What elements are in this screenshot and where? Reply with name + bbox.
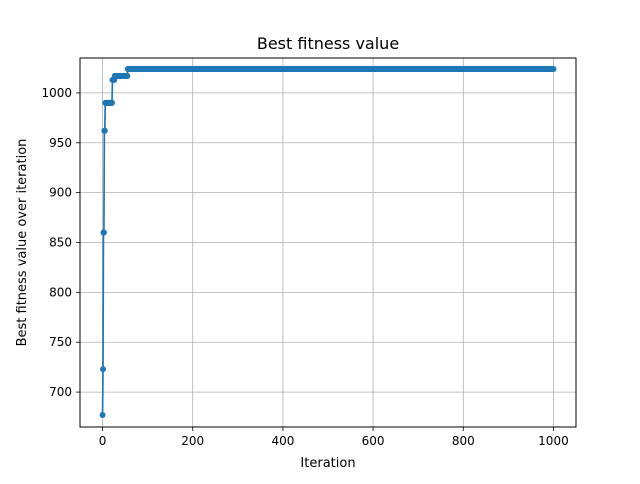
x-tick-label: 800 xyxy=(452,434,475,448)
x-tick-label: 200 xyxy=(181,434,204,448)
y-tick-label: 750 xyxy=(49,335,72,349)
data-point xyxy=(100,229,107,236)
x-axis-label: Iteration xyxy=(300,456,355,471)
data-point xyxy=(550,65,557,72)
axis-ticks: 0 200 400 600 800 1000 700 750 800 850 900 950 1000 xyxy=(41,86,568,448)
x-tick-label: 600 xyxy=(362,434,385,448)
data-point xyxy=(99,412,106,419)
x-tick-label: 1000 xyxy=(538,434,569,448)
data-point xyxy=(101,127,108,134)
x-tick-label: 400 xyxy=(271,434,294,448)
y-tick-label: 1000 xyxy=(41,86,72,100)
data-point xyxy=(100,366,106,373)
chart-title: Best fitness value xyxy=(257,34,399,53)
y-axis-label: Best fitness value over iteration xyxy=(15,139,30,347)
y-tick-label: 800 xyxy=(49,285,72,299)
y-tick-label: 850 xyxy=(49,236,72,250)
data-series xyxy=(99,65,557,419)
x-tick-label: 0 xyxy=(99,434,107,448)
y-tick-label: 950 xyxy=(49,136,72,150)
data-point xyxy=(124,72,131,79)
data-point xyxy=(109,99,116,106)
y-tick-label: 900 xyxy=(49,186,72,200)
y-tick-label: 700 xyxy=(49,385,72,399)
grid-lines xyxy=(80,58,576,427)
